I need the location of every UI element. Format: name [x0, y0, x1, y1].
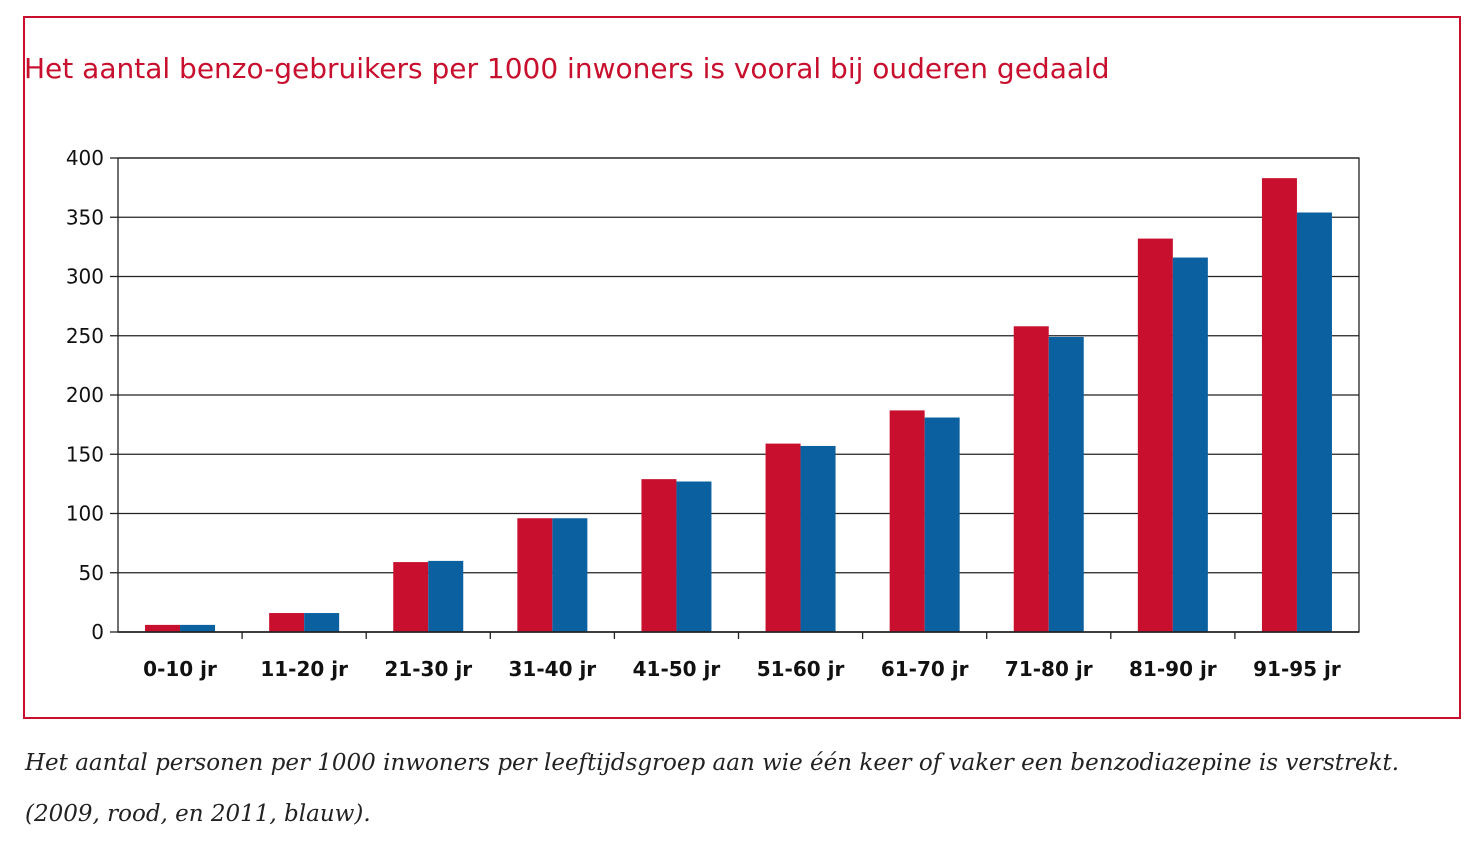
x-tick-label: 61-70 jr — [881, 657, 969, 681]
bar-series-1 — [393, 562, 429, 632]
bar-series-2 — [676, 481, 712, 632]
chart-title: Het aantal benzo-gebruikers per 1000 inw… — [24, 52, 1110, 85]
y-tick-label: 300 — [66, 265, 104, 289]
bar-series-1 — [889, 410, 925, 632]
x-tick-label: 41-50 jr — [633, 657, 721, 681]
chart-frame — [23, 16, 1461, 719]
bar-series-1 — [1137, 238, 1173, 632]
x-tick-label: 0-10 jr — [143, 657, 217, 681]
bar-series-1 — [641, 479, 677, 632]
x-tick-label: 21-30 jr — [384, 657, 472, 681]
y-tick-label: 50 — [79, 561, 104, 585]
bars — [145, 178, 1332, 632]
y-tick-label: 100 — [66, 502, 104, 526]
bar-series-2 — [1172, 257, 1208, 632]
bar-series-2 — [180, 624, 216, 632]
bar-series-2 — [924, 417, 960, 632]
x-tick-label: 51-60 jr — [757, 657, 845, 681]
y-tick-label: 200 — [66, 383, 104, 407]
bar-series-2 — [304, 613, 340, 632]
bar-series-1 — [765, 443, 801, 632]
bar-series-2 — [1048, 336, 1084, 632]
bar-series-1 — [517, 518, 553, 632]
bar-series-1 — [1261, 178, 1297, 632]
bar-series-1 — [145, 624, 181, 632]
y-tick-label: 250 — [66, 324, 104, 348]
bar-series-1 — [269, 613, 305, 632]
bar-series-2 — [1296, 212, 1332, 632]
y-tick-label: 0 — [91, 620, 104, 644]
bar-chart: 0 50 100 150 200 250 300 350 400 0-10 jr 11-20 jr… — [66, 146, 1360, 681]
x-tick-label: 91-95 jr — [1253, 657, 1341, 681]
x-axis-tick-labels: 0-10 jr 11-20 jr 21-30 jr 31-40 jr 41-50 jr 5… — [143, 657, 1341, 681]
x-tick-label: 31-40 jr — [509, 657, 597, 681]
y-tick-label: 350 — [66, 205, 104, 229]
x-tick-label: 71-80 jr — [1005, 657, 1093, 681]
caption-line-2: (2009, rood, en 2011, blauw). — [25, 801, 371, 827]
axes — [110, 157, 1360, 639]
y-tick-label: 150 — [66, 442, 104, 466]
x-tick-label: 11-20 jr — [260, 657, 348, 681]
y-axis-tick-labels: 0 50 100 150 200 250 300 350 400 — [66, 146, 104, 644]
x-tick-label: 81-90 jr — [1129, 657, 1217, 681]
y-tick-label: 400 — [66, 146, 104, 170]
caption-line-1: Het aantal personen per 1000 inwoners pe… — [25, 750, 1400, 776]
bar-series-2 — [800, 445, 836, 632]
bar-series-2 — [428, 560, 464, 632]
bar-series-2 — [552, 518, 588, 632]
bar-series-1 — [1013, 326, 1049, 632]
